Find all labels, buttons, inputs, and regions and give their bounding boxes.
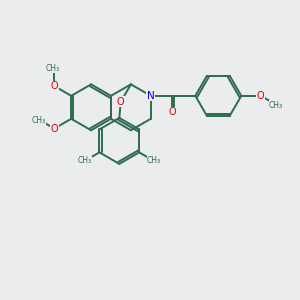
Text: CH₃: CH₃ xyxy=(77,157,92,166)
Text: O: O xyxy=(50,81,58,91)
Text: CH₃: CH₃ xyxy=(147,157,161,166)
Text: CH₃: CH₃ xyxy=(269,101,283,110)
Text: CH₃: CH₃ xyxy=(32,116,46,125)
Text: CH₃: CH₃ xyxy=(46,64,60,73)
Text: O: O xyxy=(257,91,265,101)
Text: O: O xyxy=(168,107,176,117)
Text: O: O xyxy=(50,124,58,134)
Text: O: O xyxy=(117,97,124,107)
Text: N: N xyxy=(147,91,155,101)
